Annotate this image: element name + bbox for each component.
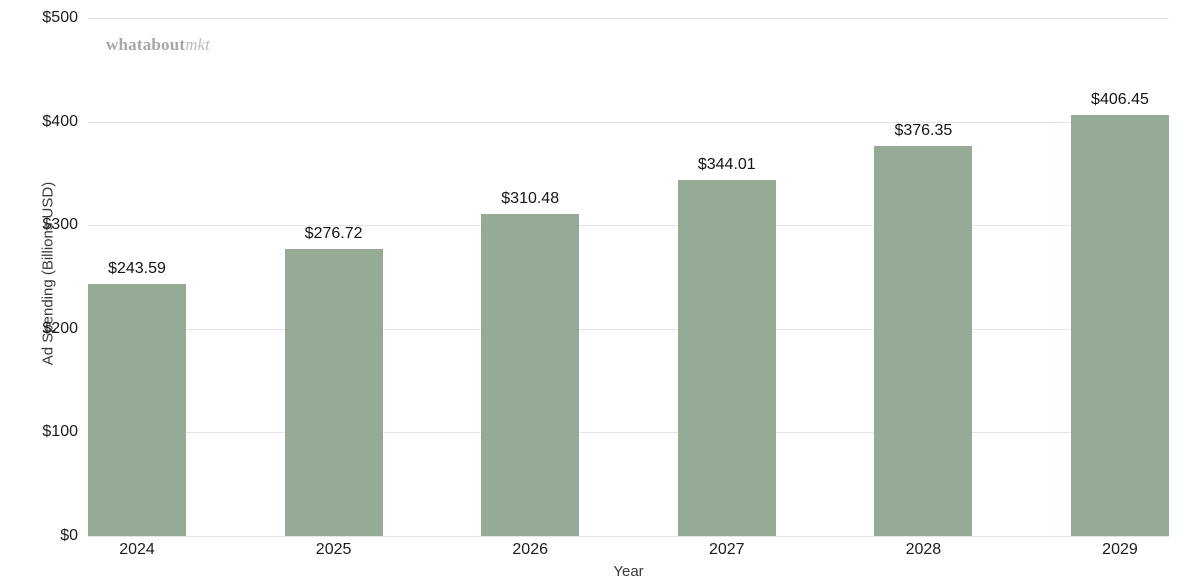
y-tick-label-200: $200 <box>42 319 78 337</box>
y-tick-label-100: $100 <box>42 423 78 441</box>
x-tick-label-2028: 2028 <box>905 541 942 558</box>
bar-value-label-2024: $243.59 <box>108 259 166 277</box>
bar-2026 <box>481 214 580 536</box>
bar-value-label-2026: $310.48 <box>501 190 560 208</box>
x-tick-label-2029: 2029 <box>1102 541 1138 558</box>
gridline-500 <box>88 18 1169 19</box>
bar-2027 <box>677 179 776 536</box>
gridline-300 <box>88 225 1169 227</box>
gridline-100 <box>88 432 1169 434</box>
bar-slot-2024: $243.59 <box>88 18 186 536</box>
y-axis-ticks: $0 $100 $200 $300 $400 $500 <box>0 0 78 587</box>
bars-container: $243.59 $276.72 $310.48 $344.01 $376.35 $406.… <box>88 18 1169 536</box>
bar-slot-2027: $344.01 <box>677 18 776 536</box>
watermark: whataboutmkt <box>106 36 210 53</box>
bar-slot-2028: $376.35 <box>874 18 973 536</box>
watermark-italic-text: mkt <box>185 35 210 54</box>
bar-2029 <box>1070 114 1169 536</box>
gridline-200 <box>88 328 1169 330</box>
bar-value-label-2025: $276.72 <box>304 225 363 243</box>
x-axis-ticks: 2024 2025 2026 2027 2028 2029 <box>88 541 1169 559</box>
bar-2024 <box>88 283 186 536</box>
watermark-bold-text: whatabout <box>106 35 186 54</box>
bar-value-label-2027: $344.01 <box>697 155 756 173</box>
gridline-400 <box>88 121 1169 123</box>
bar-slot-2029: $406.45 <box>1070 18 1169 536</box>
x-axis-title: Year <box>613 563 644 580</box>
plot-area: $243.59 $276.72 $310.48 $344.01 $376.35 $406.… <box>88 18 1169 537</box>
y-tick-label-0: $0 <box>60 527 78 544</box>
x-tick-label-2025: 2025 <box>315 541 352 558</box>
x-tick-label-2024: 2024 <box>119 541 155 558</box>
y-tick-label-300: $300 <box>42 216 78 234</box>
gridline-0 <box>88 536 1169 537</box>
x-tick-label-2027: 2027 <box>708 541 745 558</box>
bar-2028 <box>874 146 973 536</box>
x-tick-label-2026: 2026 <box>512 541 548 558</box>
bar-2025 <box>284 249 383 536</box>
y-tick-label-500: $500 <box>42 9 78 26</box>
bar-slot-2026: $310.48 <box>481 18 580 536</box>
y-tick-label-400: $400 <box>42 112 78 130</box>
bar-value-label-2028: $376.35 <box>894 122 953 140</box>
bar-slot-2025: $276.72 <box>284 18 383 536</box>
bar-value-label-2029: $406.45 <box>1091 90 1149 108</box>
